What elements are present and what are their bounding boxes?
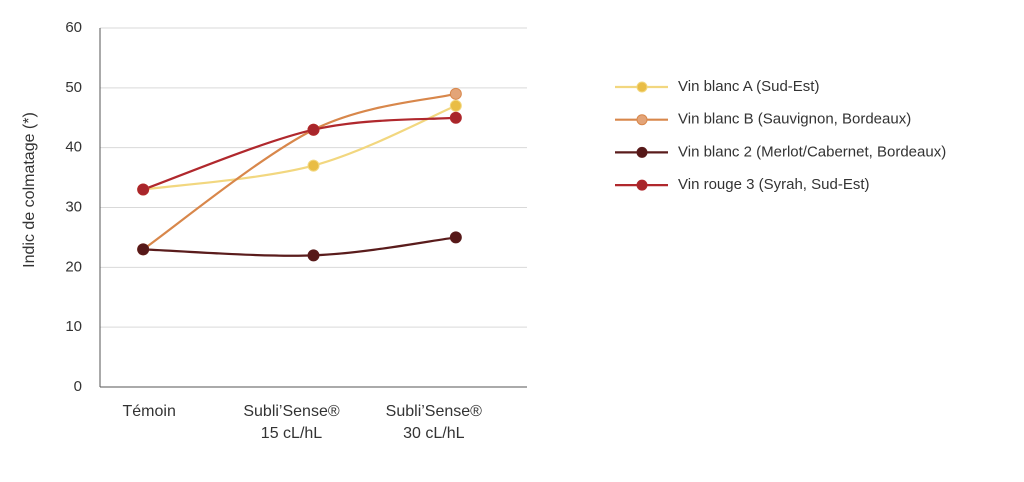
x-tick-label: Subli’Sense® 30 cL/hL xyxy=(386,403,483,442)
data-point xyxy=(449,87,462,100)
y-tick-label: 0 xyxy=(74,378,82,395)
data-point xyxy=(307,123,320,136)
y-axis-label: Indic de colmatage (*) xyxy=(21,112,38,268)
data-point xyxy=(137,183,150,196)
legend-marker xyxy=(636,114,648,126)
legend-label: Vin blanc B (Sauvignon, Bordeaux) xyxy=(678,111,911,128)
x-tick-label: Témoin xyxy=(122,403,175,420)
y-tick-label: 20 xyxy=(65,258,82,275)
data-point xyxy=(307,159,320,172)
legend-label: Vin rouge 3 (Syrah, Sud-Est) xyxy=(678,176,869,193)
y-tick-label: 40 xyxy=(65,139,82,156)
data-point xyxy=(137,243,150,256)
legend-marker xyxy=(636,179,648,191)
legend-label: Vin blanc 2 (Merlot/Cabernet, Bordeaux) xyxy=(678,143,946,160)
data-point xyxy=(449,111,462,124)
legend-label: Vin blanc A (Sud-Est) xyxy=(678,78,819,95)
y-tick-label: 10 xyxy=(65,318,82,335)
x-tick-label: Subli’Sense® 15 cL/hL xyxy=(243,403,340,442)
y-tick-label: 50 xyxy=(65,79,82,96)
data-point xyxy=(307,249,320,262)
y-tick-label: 60 xyxy=(65,19,82,36)
legend-marker xyxy=(636,81,648,93)
data-point xyxy=(449,99,462,112)
y-tick-label: 30 xyxy=(65,198,82,215)
data-point xyxy=(449,231,462,244)
series-line xyxy=(143,236,456,257)
legend-marker xyxy=(636,146,648,158)
